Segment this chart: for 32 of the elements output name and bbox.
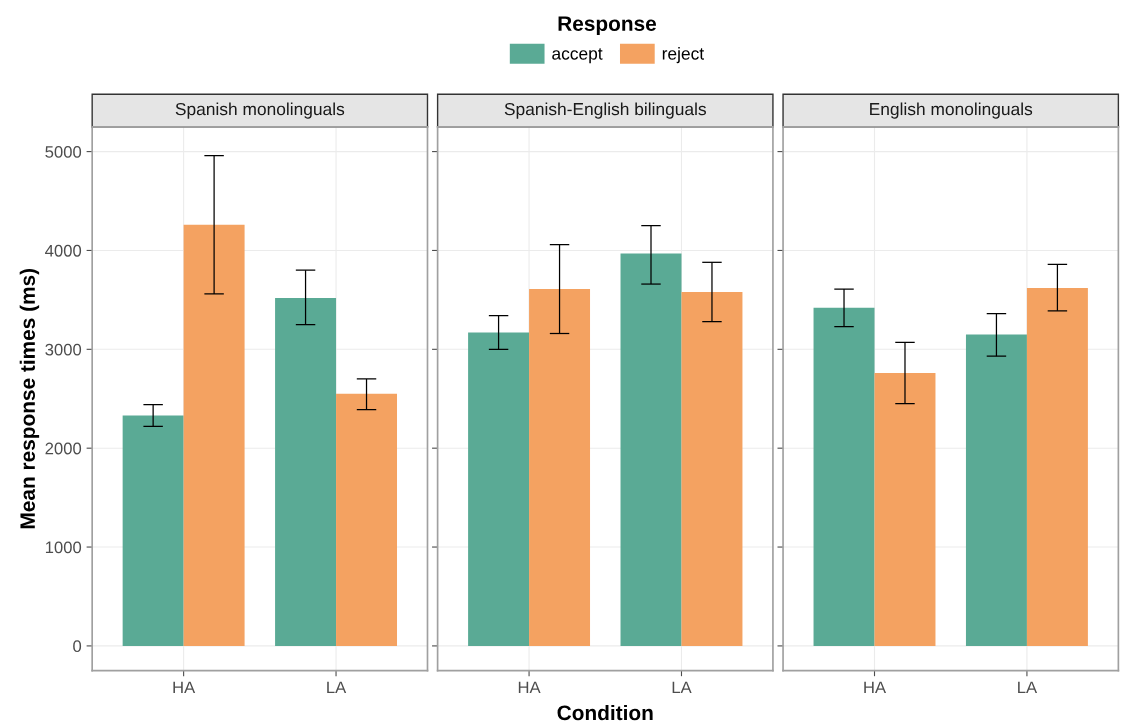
legend-label: accept [552, 48, 603, 64]
bar [620, 253, 682, 646]
legend-title: Response [558, 16, 657, 36]
bar [1026, 288, 1088, 646]
bar [529, 289, 591, 646]
chart-title: Spanish monolinguals [175, 102, 345, 119]
bar [183, 224, 245, 646]
bar [336, 393, 398, 646]
chart-title: English monolinguals [870, 102, 1033, 119]
y-tick-label: 4000 [45, 244, 82, 257]
y-tick-label: 2000 [45, 442, 82, 455]
bar [468, 332, 530, 646]
bar [275, 297, 337, 646]
bar [813, 307, 875, 646]
y-tick-label: 1000 [45, 541, 82, 554]
chart-title: Spanish-English bilinguals [504, 102, 706, 119]
y-tick-label: 5000 [45, 145, 82, 158]
x-tick-label: HA [173, 681, 196, 694]
y-tick-label: 0 [73, 640, 82, 653]
legend-label: reject [662, 46, 704, 64]
bar [122, 415, 184, 646]
x-tick-label: LA [327, 681, 347, 694]
bar [965, 334, 1027, 646]
y-tick-label: 3000 [45, 343, 82, 356]
x-tick-label: HA [864, 681, 887, 694]
y-axis-title: Mean response times (ms) [19, 268, 40, 529]
bar [681, 291, 743, 646]
bar [874, 373, 936, 646]
x-tick-label: HA [518, 681, 541, 694]
x-tick-label: LA [1018, 681, 1038, 694]
x-tick-label: LA [672, 681, 692, 694]
x-axis-title: Condition [557, 704, 653, 721]
